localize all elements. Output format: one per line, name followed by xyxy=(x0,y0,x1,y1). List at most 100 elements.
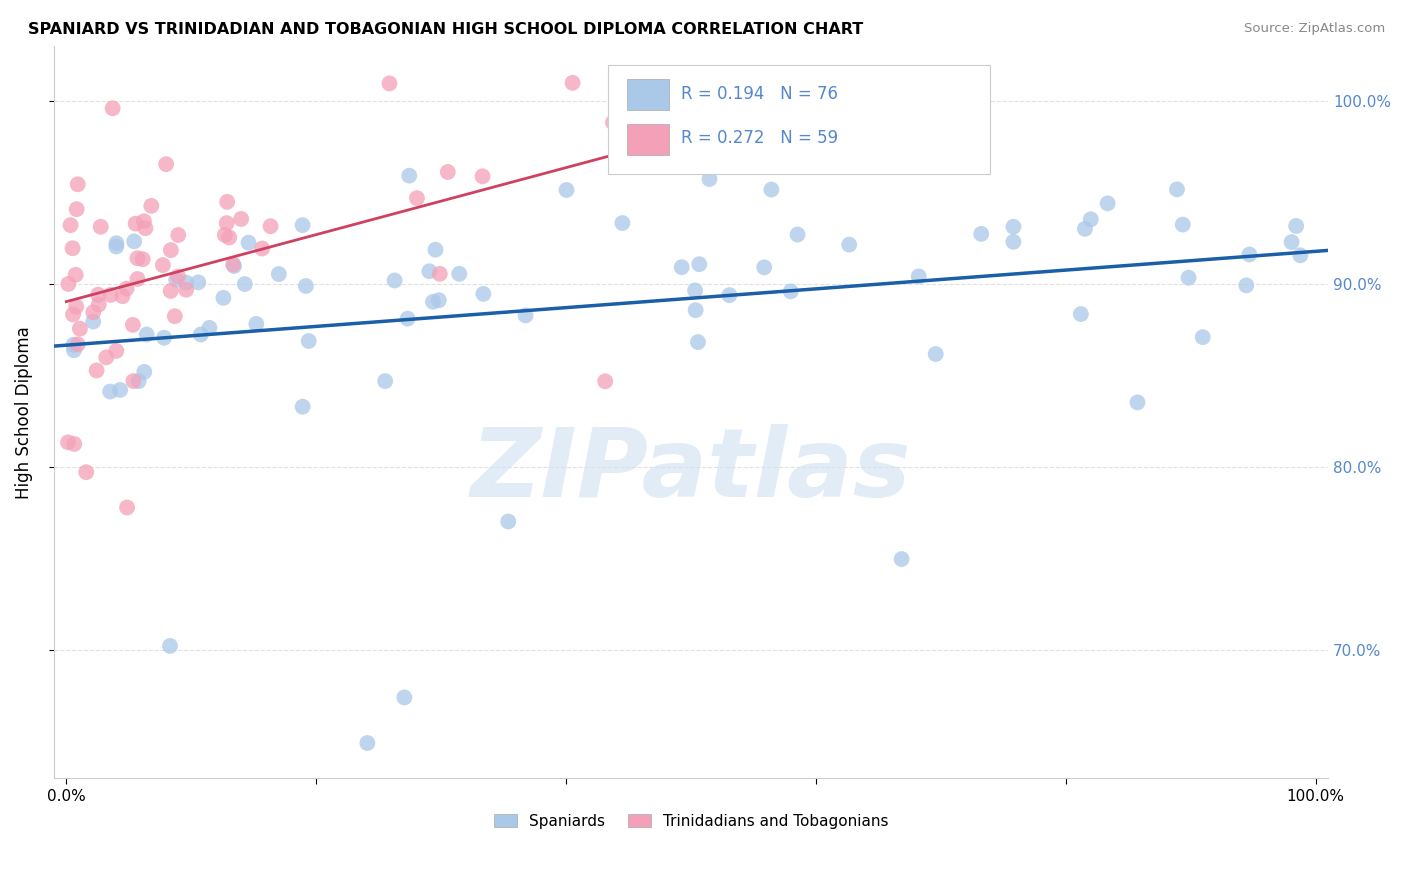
Y-axis label: High School Diploma: High School Diploma xyxy=(15,326,32,499)
Point xyxy=(100,288,122,302)
Point xyxy=(163,309,186,323)
Point xyxy=(515,309,537,323)
Point xyxy=(233,277,256,291)
Point xyxy=(295,279,318,293)
Point xyxy=(111,289,134,303)
Point xyxy=(238,235,260,250)
Point xyxy=(384,273,406,287)
Point xyxy=(394,690,416,705)
Point xyxy=(115,282,138,296)
Point xyxy=(75,465,97,479)
Point xyxy=(761,183,783,197)
Point xyxy=(155,157,177,171)
Point xyxy=(105,343,128,358)
Point xyxy=(754,260,776,275)
Point xyxy=(87,297,110,311)
Point xyxy=(62,337,84,351)
Point xyxy=(167,227,190,242)
Point xyxy=(98,384,121,399)
Point xyxy=(1177,270,1199,285)
Point xyxy=(1285,219,1308,233)
Point xyxy=(69,322,91,336)
Point xyxy=(160,243,183,257)
Point xyxy=(1281,235,1303,249)
Point xyxy=(612,216,634,230)
Point xyxy=(838,237,860,252)
Point xyxy=(190,327,212,342)
Point xyxy=(250,242,273,256)
Point xyxy=(101,101,124,115)
Point xyxy=(671,149,693,163)
Point xyxy=(212,291,235,305)
Point xyxy=(222,259,245,273)
Point xyxy=(105,236,128,251)
Point xyxy=(58,277,80,291)
Point xyxy=(1234,278,1257,293)
Point xyxy=(291,218,314,232)
Point xyxy=(105,239,128,253)
Text: Source: ZipAtlas.com: Source: ZipAtlas.com xyxy=(1244,22,1385,36)
Point xyxy=(425,243,447,257)
Point xyxy=(128,374,150,388)
Point xyxy=(291,400,314,414)
Point xyxy=(786,227,808,242)
Point xyxy=(86,363,108,377)
Point xyxy=(699,172,721,186)
Point xyxy=(222,257,245,271)
Point xyxy=(141,199,163,213)
Point xyxy=(398,169,420,183)
Point xyxy=(245,317,267,331)
Point xyxy=(115,500,138,515)
Point xyxy=(174,283,197,297)
Point xyxy=(422,294,444,309)
Point xyxy=(471,169,494,184)
Point xyxy=(122,374,145,388)
Point xyxy=(90,219,112,234)
Point xyxy=(374,374,396,388)
Point xyxy=(214,227,236,242)
Point xyxy=(593,374,616,388)
Point xyxy=(134,365,156,379)
Point xyxy=(472,286,495,301)
Point xyxy=(378,77,401,91)
Point xyxy=(779,285,801,299)
Point xyxy=(96,351,118,365)
Point xyxy=(683,284,706,298)
Point xyxy=(259,219,281,234)
Point xyxy=(1097,196,1119,211)
Point xyxy=(63,343,86,358)
Point xyxy=(152,258,174,272)
Point xyxy=(187,276,209,290)
Point xyxy=(602,115,624,129)
Point xyxy=(396,311,419,326)
Text: SPANIARD VS TRINIDADIAN AND TOBAGONIAN HIGH SCHOOL DIPLOMA CORRELATION CHART: SPANIARD VS TRINIDADIAN AND TOBAGONIAN H… xyxy=(28,22,863,37)
Point xyxy=(66,178,89,192)
Point xyxy=(907,269,929,284)
Point xyxy=(135,327,157,342)
Point xyxy=(62,241,84,255)
Point xyxy=(82,314,104,328)
Point xyxy=(159,639,181,653)
Point xyxy=(87,287,110,301)
Point xyxy=(218,230,240,244)
Point xyxy=(1289,248,1312,262)
Point xyxy=(56,435,79,450)
Point xyxy=(134,221,156,235)
Point xyxy=(132,252,155,267)
Text: R = 0.272   N = 59: R = 0.272 N = 59 xyxy=(681,129,838,147)
Legend: Spaniards, Trinidadians and Tobagonians: Spaniards, Trinidadians and Tobagonians xyxy=(486,806,896,837)
Point xyxy=(82,305,104,319)
Point xyxy=(686,334,709,349)
Point xyxy=(671,260,693,275)
Point xyxy=(1074,222,1097,236)
Point xyxy=(298,334,321,348)
Point xyxy=(217,194,239,209)
Point xyxy=(427,293,450,308)
Point xyxy=(124,217,146,231)
Point xyxy=(153,331,176,345)
Point xyxy=(449,267,471,281)
Point xyxy=(429,267,451,281)
Point xyxy=(561,76,583,90)
Point xyxy=(66,337,89,351)
Text: ZIPatlas: ZIPatlas xyxy=(471,425,911,517)
